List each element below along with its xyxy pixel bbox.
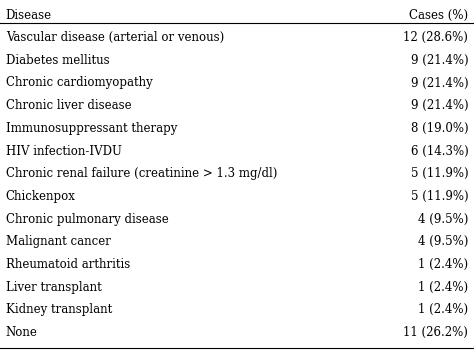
Text: 11 (26.2%): 11 (26.2%) [403, 326, 468, 339]
Text: 9 (21.4%): 9 (21.4%) [410, 99, 468, 112]
Text: 5 (11.9%): 5 (11.9%) [410, 167, 468, 180]
Text: Chronic renal failure (creatinine > 1.3 mg/dl): Chronic renal failure (creatinine > 1.3 … [6, 167, 277, 180]
Text: Cases (%): Cases (%) [409, 9, 468, 22]
Text: None: None [6, 326, 37, 339]
Text: Kidney transplant: Kidney transplant [6, 303, 112, 317]
Text: Diabetes mellitus: Diabetes mellitus [6, 54, 109, 67]
Text: 9 (21.4%): 9 (21.4%) [410, 77, 468, 90]
Text: Rheumatoid arthritis: Rheumatoid arthritis [6, 258, 130, 271]
Text: 1 (2.4%): 1 (2.4%) [418, 281, 468, 294]
Text: 9 (21.4%): 9 (21.4%) [410, 54, 468, 67]
Text: 8 (19.0%): 8 (19.0%) [410, 122, 468, 135]
Text: 4 (9.5%): 4 (9.5%) [418, 235, 468, 248]
Text: Disease: Disease [6, 9, 52, 22]
Text: HIV infection-IVDU: HIV infection-IVDU [6, 144, 121, 158]
Text: 12 (28.6%): 12 (28.6%) [403, 31, 468, 44]
Text: Chickenpox: Chickenpox [6, 190, 75, 203]
Text: Vascular disease (arterial or venous): Vascular disease (arterial or venous) [6, 31, 224, 44]
Text: Immunosuppressant therapy: Immunosuppressant therapy [6, 122, 177, 135]
Text: Chronic pulmonary disease: Chronic pulmonary disease [6, 213, 168, 226]
Text: 6 (14.3%): 6 (14.3%) [410, 144, 468, 158]
Text: 1 (2.4%): 1 (2.4%) [418, 258, 468, 271]
Text: 1 (2.4%): 1 (2.4%) [418, 303, 468, 317]
Text: Liver transplant: Liver transplant [6, 281, 101, 294]
Text: 5 (11.9%): 5 (11.9%) [410, 190, 468, 203]
Text: 4 (9.5%): 4 (9.5%) [418, 213, 468, 226]
Text: Chronic cardiomyopathy: Chronic cardiomyopathy [6, 77, 153, 90]
Text: Malignant cancer: Malignant cancer [6, 235, 110, 248]
Text: Chronic liver disease: Chronic liver disease [6, 99, 131, 112]
